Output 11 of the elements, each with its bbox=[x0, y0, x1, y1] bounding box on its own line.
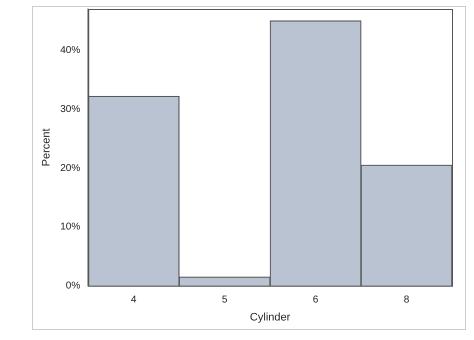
y-tick-label: 20% bbox=[60, 162, 80, 174]
y-axis-title: Percent bbox=[40, 128, 53, 166]
y-tick-label: 30% bbox=[60, 104, 80, 115]
y-tick-label: 0% bbox=[66, 280, 80, 292]
x-axis-title: Cylinder bbox=[250, 311, 291, 324]
x-tick-label: 4 bbox=[130, 294, 137, 306]
x-tick-label: 5 bbox=[222, 294, 228, 306]
y-tick-label: 40% bbox=[60, 44, 80, 56]
y-tick-label: 10% bbox=[60, 222, 80, 233]
x-tick-label: 8 bbox=[404, 294, 410, 306]
x-tick-label: 6 bbox=[312, 294, 319, 306]
